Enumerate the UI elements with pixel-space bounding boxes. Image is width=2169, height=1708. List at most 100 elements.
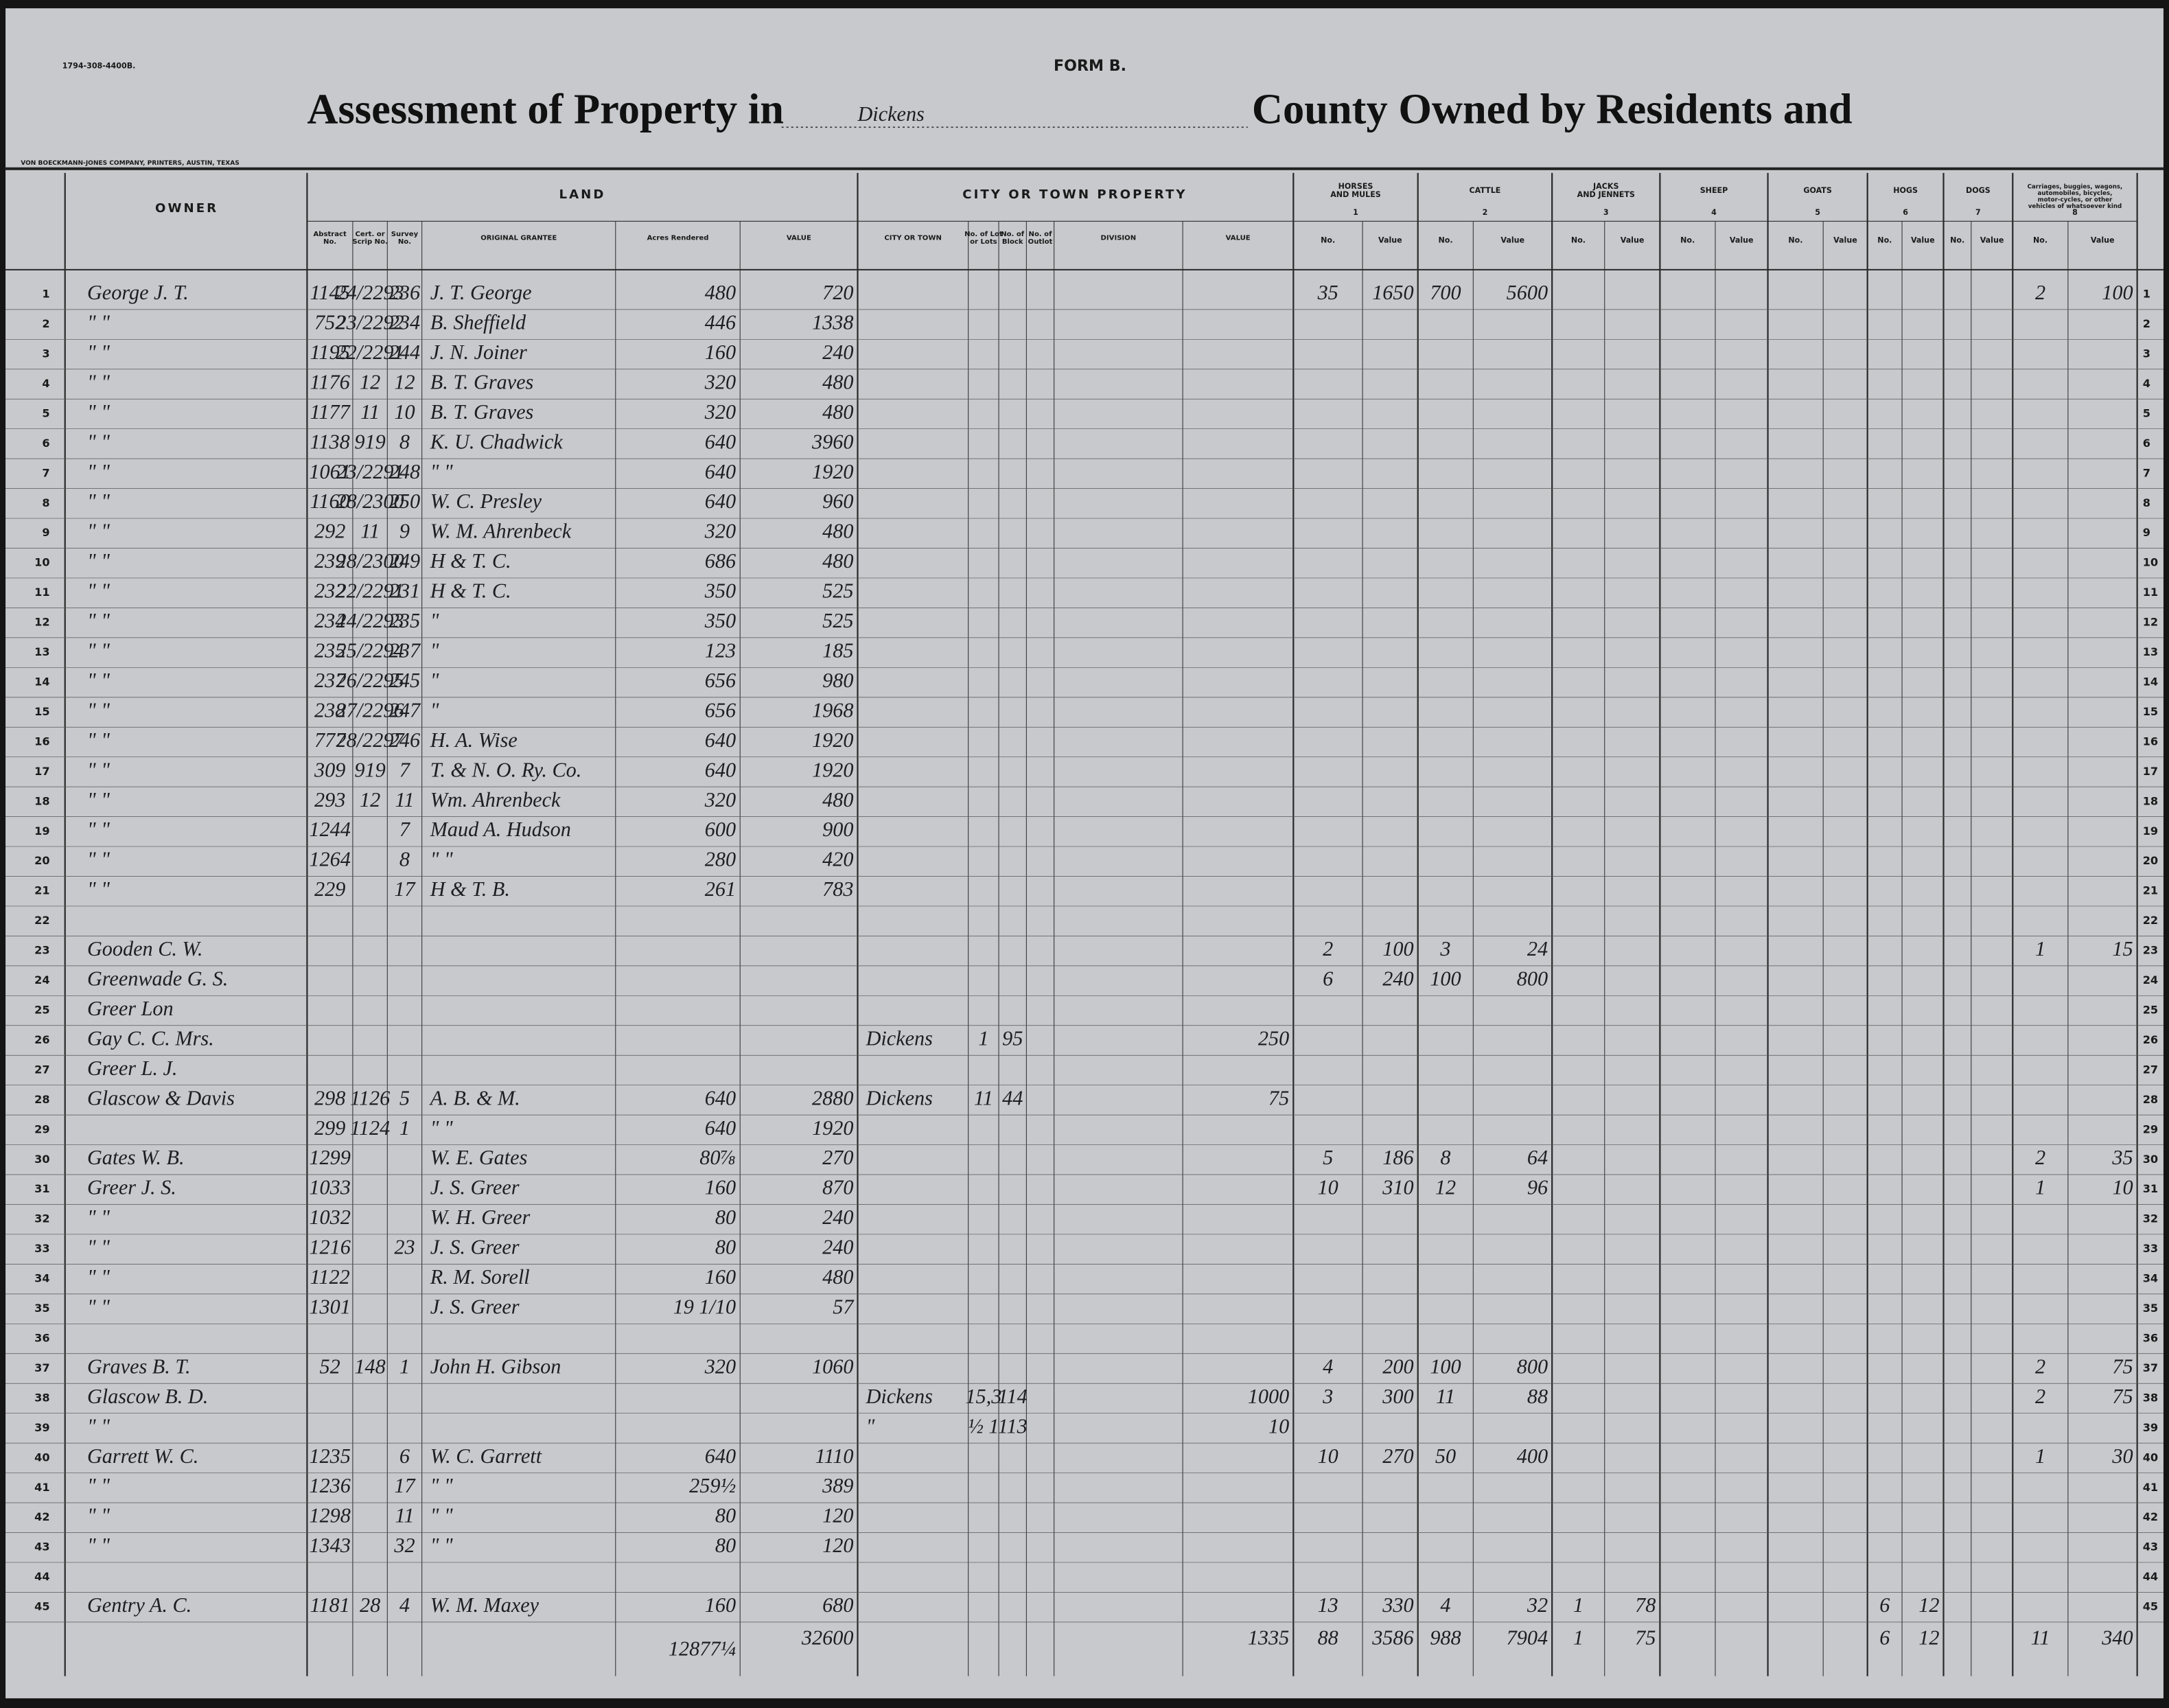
entry-land-value: 120: [822, 1504, 853, 1527]
row-number: 5: [2143, 406, 2150, 419]
city-subheading: VALUE: [1226, 235, 1251, 242]
entry-cattle-value: 64: [1527, 1146, 1548, 1169]
entry-owner: " ": [87, 579, 110, 603]
entry-grantee: R. M. Sorell: [430, 1265, 530, 1289]
entry-abstract: 1299: [309, 1146, 350, 1169]
entry-abstract: 235: [314, 638, 345, 662]
entry-cert: 28/2300: [336, 549, 404, 573]
entry-grantee: " ": [430, 1504, 453, 1527]
entry-grantee: H & T. B.: [430, 877, 510, 901]
entry-city-value: 1000: [1248, 1385, 1289, 1408]
entry-survey: 249: [389, 549, 420, 573]
header-rule: [5, 167, 2164, 170]
entry-grantee: " ": [430, 1534, 453, 1557]
entry-carr-value: 35: [2111, 1146, 2133, 1169]
city-subheading: No. of: [1001, 231, 1025, 238]
entry-cattle-no: 8: [1440, 1146, 1450, 1169]
entry-land-value: 389: [822, 1474, 853, 1497]
row-number: 44: [2143, 1570, 2158, 1583]
entry-block: 95: [1002, 1026, 1023, 1050]
entry-carr-no: 2: [2035, 1146, 2045, 1169]
entry-abstract: 1145: [310, 281, 350, 304]
entry-survey: 6: [399, 1444, 410, 1468]
value-subheading: Value: [1911, 236, 1935, 245]
row-number: 34: [34, 1272, 49, 1285]
row-number: 39: [34, 1421, 49, 1434]
entry-grantee: ": [430, 638, 439, 662]
group-heading: AND MULES: [1330, 190, 1381, 199]
entry-acres: 160: [705, 1593, 736, 1617]
entry-acres: 259½: [689, 1474, 736, 1497]
row-number: 39: [2143, 1421, 2158, 1434]
city-heading: CITY OR TOWN PROPERTY: [962, 187, 1187, 202]
entry-grantee: K. U. Chadwick: [430, 430, 564, 453]
row-number: 23: [2143, 944, 2158, 957]
entry-grantee: " ": [430, 460, 453, 483]
entry-land-value: 525: [822, 579, 853, 603]
row-number: 25: [34, 1004, 49, 1017]
entry-land-value: 2880: [812, 1086, 853, 1109]
row-number: 9: [2143, 526, 2150, 539]
entry-horses-no: 10: [1318, 1444, 1338, 1468]
entry-jacks-value: 78: [1635, 1593, 1656, 1617]
entry-abstract: 1033: [309, 1176, 350, 1199]
entry-land-value: 870: [822, 1176, 853, 1199]
row-number: 6: [42, 437, 49, 450]
row-number: 7: [42, 466, 49, 479]
entry-abstract: 1235: [309, 1444, 350, 1468]
entry-abstract: 238: [314, 698, 345, 722]
entry-acres: 686: [705, 549, 736, 573]
entry-owner: Gentry A. C.: [87, 1593, 192, 1617]
entry-cattle-no: 11: [1436, 1385, 1455, 1408]
entry-abstract: 293: [314, 788, 345, 811]
entry-grantee: J. S. Greer: [430, 1295, 520, 1318]
entry-cert: 26/2295: [336, 669, 404, 692]
entry-land-value: 960: [822, 489, 853, 513]
entry-owner: " ": [87, 400, 110, 424]
row-number: 44: [34, 1570, 49, 1583]
row-number: 14: [34, 676, 49, 689]
group-number: 1: [1353, 208, 1358, 217]
entry-acres: 261: [705, 877, 736, 901]
city-subheading: No. of Lot: [964, 231, 1003, 238]
city-subheading: Outlot: [1028, 238, 1053, 246]
entry-owner: " ": [87, 1474, 110, 1497]
total-horses-no: 88: [1318, 1626, 1338, 1650]
entry-land-value: 480: [822, 788, 853, 811]
row-number: 24: [34, 973, 49, 986]
entry-land-value: 240: [822, 341, 853, 364]
group-heading: CATTLE: [1470, 186, 1501, 195]
entry-acres: 640: [705, 460, 736, 483]
entry-owner: Glascow B. D.: [87, 1385, 208, 1408]
entry-acres: 656: [705, 698, 736, 722]
row-number: 23: [34, 944, 49, 957]
entry-horses-no: 4: [1323, 1354, 1333, 1378]
group-heading: JACKS: [1592, 182, 1619, 191]
group-heading: SHEEP: [1700, 186, 1728, 195]
entry-cert: 919: [354, 758, 385, 781]
entry-abstract: 1195: [310, 341, 350, 364]
group-number: 4: [1711, 208, 1717, 217]
entry-carr-value: 100: [2102, 281, 2133, 304]
row-number: 21: [2143, 884, 2158, 897]
entry-owner: Gooden C. W.: [87, 937, 202, 960]
entry-cert: 148: [354, 1354, 385, 1378]
row-number: 10: [34, 556, 49, 569]
entry-horses-value: 310: [1382, 1176, 1413, 1199]
entry-land-value: 680: [822, 1593, 853, 1617]
entry-abstract: 298: [314, 1086, 345, 1109]
entry-cattle-no: 50: [1435, 1444, 1456, 1468]
entry-horses-value: 330: [1382, 1593, 1413, 1617]
row-number: 3: [42, 347, 49, 360]
entry-horses-no: 10: [1318, 1176, 1338, 1199]
row-number: 33: [2143, 1242, 2158, 1255]
row-number: 26: [2143, 1033, 2158, 1046]
entry-land-value: 480: [822, 400, 853, 424]
total-cattle-value: 7904: [1507, 1626, 1548, 1650]
value-subheading: Value: [1621, 236, 1645, 245]
row-number: 10: [2143, 556, 2158, 569]
entry-city: Dickens: [866, 1026, 933, 1050]
entry-owner: " ": [87, 728, 110, 752]
entry-abstract: 234: [314, 609, 345, 632]
row-number: 17: [34, 765, 49, 778]
